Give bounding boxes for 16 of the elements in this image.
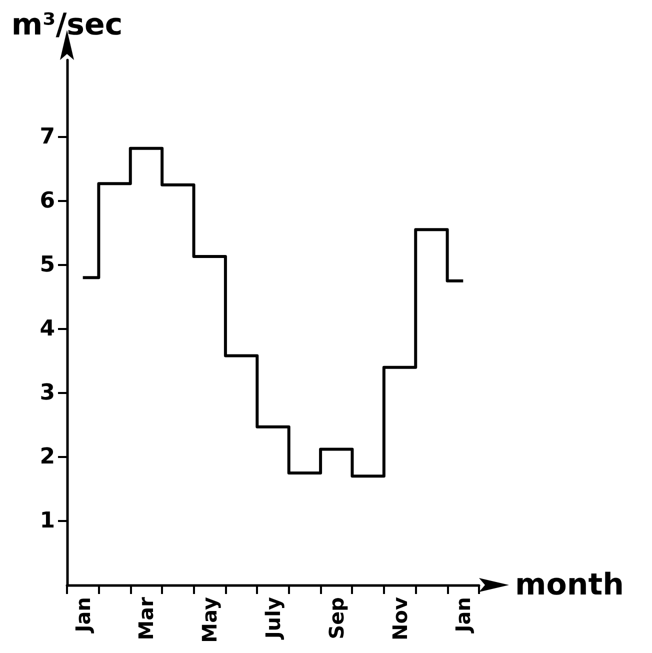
x-axis-title: month — [515, 568, 624, 602]
y-tick-label: 5 — [40, 252, 55, 278]
y-tick-label: 3 — [40, 380, 55, 406]
y-tick-label: 7 — [40, 124, 55, 150]
x-tick-label: Jan — [451, 597, 476, 634]
x-tick-label: Nov — [388, 597, 412, 641]
y-tick-label: 6 — [40, 188, 55, 214]
x-tick-label: May — [198, 597, 222, 643]
x-tick-label: July — [261, 597, 285, 641]
y-tick-label: 1 — [40, 508, 55, 534]
x-tick-label: Jan — [70, 597, 95, 634]
y-tick-label: 4 — [40, 316, 55, 342]
y-axis-title: m³/sec — [11, 8, 123, 42]
y-tick-label: 2 — [40, 444, 55, 470]
x-tick-label: Mar — [134, 596, 158, 640]
x-tick-label: Sep — [324, 597, 348, 640]
